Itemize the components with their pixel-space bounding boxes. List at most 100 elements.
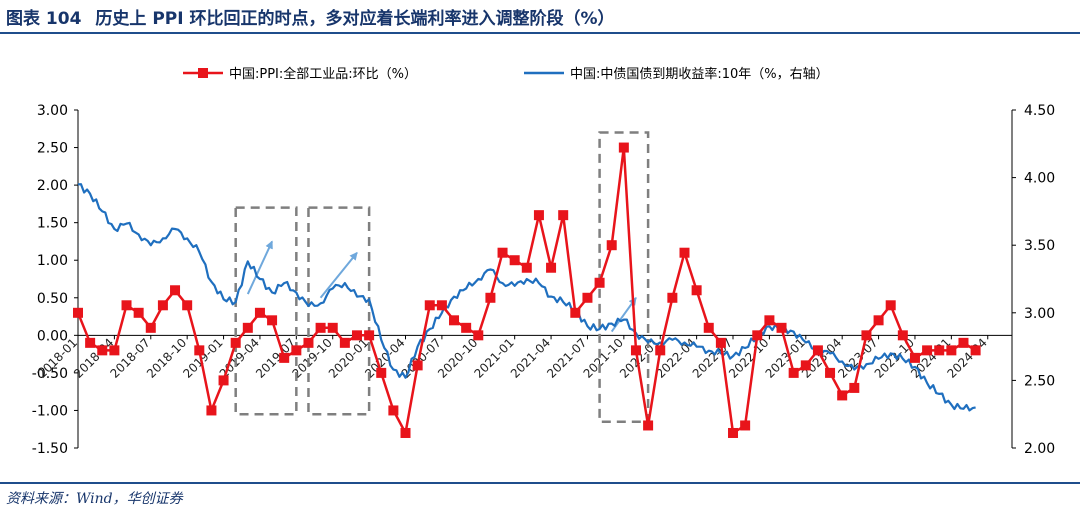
ppi-point: [752, 330, 763, 341]
ppi-point: [837, 390, 848, 401]
ppi-point: [897, 330, 908, 341]
ppi-point: [630, 345, 641, 356]
ppi-point: [400, 427, 411, 438]
ppi-point: [303, 337, 314, 348]
ppi-point: [909, 352, 920, 363]
ppi-point: [376, 367, 387, 378]
ppi-point: [849, 382, 860, 393]
ppi-point: [351, 330, 362, 341]
ppi-point: [667, 292, 678, 303]
ppi-point: [570, 307, 581, 318]
ppi-point: [533, 210, 544, 221]
ppi-point: [194, 345, 205, 356]
highlight-box: [307, 206, 371, 416]
ppi-point: [740, 420, 751, 431]
legend-bond-label: 中国:中债国债到期收益率:10年（%，右轴）: [570, 66, 829, 82]
ppi-point: [388, 405, 399, 416]
ppi-point: [133, 307, 144, 318]
ppi-point: [230, 337, 241, 348]
legend-ppi-marker: [198, 68, 208, 78]
ppi-point: [412, 360, 423, 371]
ppi-point: [655, 345, 666, 356]
ppi-point: [497, 247, 508, 258]
ppi-point: [594, 277, 605, 288]
left-tick-label: 2.50: [37, 141, 68, 157]
ppi-point: [546, 262, 557, 273]
left-tick-label: 0.50: [37, 291, 68, 307]
ppi-point: [509, 255, 520, 266]
ppi-point: [73, 307, 83, 318]
bond-yield-line: [77, 183, 976, 412]
ppi-point: [618, 142, 629, 153]
ppi-point: [728, 427, 739, 438]
ppi-point: [206, 405, 217, 416]
ppi-point: [776, 322, 787, 333]
figure-number: 图表 104: [6, 9, 82, 29]
highlight-box: [234, 206, 298, 416]
ppi-point: [861, 330, 872, 341]
ppi-point: [970, 345, 981, 356]
ppi-point: [424, 300, 435, 311]
ppi-point: [764, 315, 775, 326]
ppi-point: [218, 375, 229, 386]
ppi-point: [582, 292, 593, 303]
ppi-point: [715, 337, 726, 348]
ppi-yield-chart: -1.50 -1.00 -0.50 0.00 0.50 1.00 1.50 2.00 2.50 3…: [32, 66, 1055, 457]
ppi-point: [521, 262, 532, 273]
title-rule: [0, 32, 1080, 34]
ppi-point: [339, 337, 350, 348]
left-tick-label: 3.00: [37, 103, 68, 119]
ppi-line: [76, 146, 977, 435]
highlight-box: [598, 131, 650, 423]
ppi-point: [485, 292, 496, 303]
ppi-point: [291, 345, 302, 356]
ppi-point: [703, 322, 714, 333]
ppi-point: [473, 330, 484, 341]
ppi-point: [679, 247, 690, 258]
ppi-point: [109, 345, 120, 356]
ppi-point: [97, 345, 108, 356]
ppi-point: [121, 300, 132, 311]
ppi-point: [182, 300, 193, 311]
left-tick-label: 0.00: [37, 328, 68, 344]
ppi-point: [558, 210, 569, 221]
ppi-point: [267, 315, 278, 326]
figure-title-text: 历史上 PPI 环比回正的时点，多对应着长端利率进入调整阶段（%）: [95, 9, 615, 29]
figure-title: 图表 104 历史上 PPI 环比回正的时点，多对应着长端利率进入调整阶段（%）: [6, 4, 629, 29]
left-tick-label: 1.50: [37, 216, 68, 232]
ppi-point: [812, 345, 823, 356]
ppi-point: [958, 337, 969, 348]
ppi-point: [449, 315, 460, 326]
left-tick-label: -0.50: [32, 366, 68, 382]
right-tick-label: 4.50: [1024, 103, 1055, 119]
ppi-point: [327, 322, 338, 333]
ppi-point: [606, 240, 617, 251]
ppi-point: [242, 322, 253, 333]
ppi-point: [825, 367, 836, 378]
ppi-point: [691, 285, 702, 296]
ppi-point: [85, 337, 96, 348]
ppi-point: [873, 315, 884, 326]
ppi-point: [170, 285, 181, 296]
ppi-point: [315, 322, 326, 333]
ppi-point: [157, 300, 168, 311]
right-tick-label: 4.00: [1024, 171, 1055, 187]
ppi-point: [364, 330, 375, 341]
ppi-point: [946, 345, 957, 356]
trend-arrow: [246, 240, 273, 295]
ppi-point: [643, 420, 654, 431]
left-tick-label: -1.50: [32, 441, 68, 457]
source-note: 资料来源：Wind，华创证券: [6, 491, 183, 507]
ppi-point: [885, 300, 896, 311]
ppi-point: [254, 307, 265, 318]
trend-arrow: [319, 251, 358, 299]
ppi-point: [922, 345, 933, 356]
legend-ppi-label: 中国:PPI:全部工业品:环比（%）: [229, 66, 417, 82]
left-tick-label: 1.00: [37, 253, 68, 269]
ppi-point: [279, 352, 290, 363]
footer-rule: [0, 482, 1080, 484]
right-tick-label: 2.00: [1024, 441, 1055, 457]
ppi-point: [436, 300, 447, 311]
ppi-point: [934, 345, 945, 356]
ppi-point: [800, 360, 811, 371]
